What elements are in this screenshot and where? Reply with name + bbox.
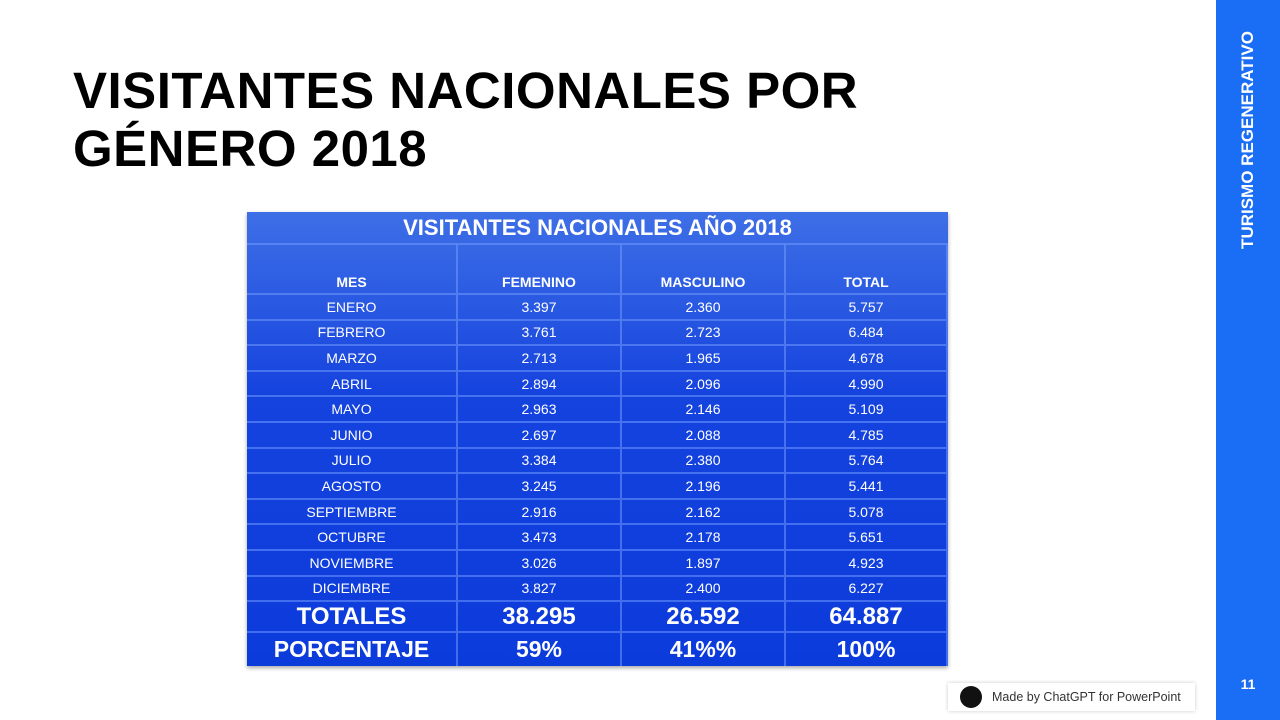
- table-cell: 2.916: [458, 499, 622, 526]
- table-cell: 2.096: [622, 371, 786, 398]
- table-cell: 4.990: [786, 371, 948, 398]
- table-cell: 4.785: [786, 423, 948, 449]
- table-cell: 2.963: [458, 397, 622, 423]
- row-label: FEBRERO: [247, 320, 458, 347]
- table-cell: 4.678: [786, 346, 948, 372]
- sidebar: TURISMO REGENERATIVO 11: [1216, 0, 1280, 720]
- row-label: MAYO: [247, 397, 458, 423]
- row-label: ABRIL: [247, 371, 458, 398]
- row-label: SEPTIEMBRE: [247, 499, 458, 526]
- table-cell: 2.380: [622, 448, 786, 475]
- total-cell: 64.887: [786, 602, 948, 634]
- percentage-cell: 41%%: [622, 633, 786, 666]
- table-cell: 2.360: [622, 295, 786, 321]
- table-cell: 5.078: [786, 499, 948, 526]
- row-label: DICIEMBRE: [247, 576, 458, 603]
- total-cell: 26.592: [622, 602, 786, 634]
- table-cell: 5.651: [786, 525, 948, 551]
- table-title: VISITANTES NACIONALES AÑO 2018: [247, 212, 948, 245]
- badge[interactable]: Made by ChatGPT for PowerPoint: [948, 683, 1195, 711]
- row-label: OCTUBRE: [247, 525, 458, 551]
- total-cell: TOTALES: [247, 602, 458, 634]
- table-cell: 3.026: [458, 551, 622, 577]
- table-cell: 2.723: [622, 320, 786, 347]
- table-cell: 2.713: [458, 346, 622, 372]
- table-cell: 1.897: [622, 551, 786, 577]
- badge-text: Made by ChatGPT for PowerPoint: [992, 690, 1181, 704]
- row-label: MARZO: [247, 346, 458, 372]
- table-cell: 3.384: [458, 448, 622, 475]
- data-table: VISITANTES NACIONALES AÑO 2018 MES FEMENIN…: [247, 212, 948, 666]
- row-label: JULIO: [247, 448, 458, 475]
- table-cell: 2.894: [458, 371, 622, 398]
- table-cell: 2.088: [622, 423, 786, 449]
- row-label: JUNIO: [247, 423, 458, 449]
- title-line: VISITANTES NACIONALES POR: [73, 62, 859, 119]
- table-cell: 2.162: [622, 499, 786, 526]
- table-cell: 2.146: [622, 397, 786, 423]
- percentage-cell: PORCENTAJE: [247, 633, 458, 666]
- badge-logo: [960, 686, 982, 708]
- table-cell: 3.245: [458, 474, 622, 500]
- table-cell: 1.965: [622, 346, 786, 372]
- table-cell: 5.441: [786, 474, 948, 500]
- table-cell: 2.178: [622, 525, 786, 551]
- row-label: AGOSTO: [247, 474, 458, 500]
- table-cell: 3.397: [458, 295, 622, 321]
- sidebar-label: TURISMO REGENERATIVO: [1238, 31, 1257, 249]
- page-number: 11: [1240, 676, 1256, 692]
- column-header: FEMENINO: [458, 245, 622, 295]
- slide-title: VISITANTES NACIONALES POR GÉNERO 2018: [73, 62, 858, 178]
- table-cell: 2.196: [622, 474, 786, 500]
- table-cell: 2.697: [458, 423, 622, 449]
- table-cell: 6.227: [786, 576, 948, 603]
- table-cell: 5.757: [786, 295, 948, 321]
- table-cell: 2.400: [622, 576, 786, 603]
- percentage-cell: 59%: [458, 633, 622, 666]
- row-label: ENERO: [247, 295, 458, 321]
- column-header: TOTAL: [786, 245, 948, 295]
- total-cell: 38.295: [458, 602, 622, 634]
- row-label: NOVIEMBRE: [247, 551, 458, 577]
- table-cell: 3.473: [458, 525, 622, 551]
- table-cell: 5.109: [786, 397, 948, 423]
- table-cell: 5.764: [786, 448, 948, 475]
- title-line: GÉNERO 2018: [73, 120, 428, 177]
- percentage-cell: 100%: [786, 633, 948, 666]
- table-cell: 4.923: [786, 551, 948, 577]
- table-cell: 3.761: [458, 320, 622, 347]
- column-header: MASCULINO: [622, 245, 786, 295]
- table-cell: 3.827: [458, 576, 622, 603]
- column-header: MES: [247, 245, 458, 295]
- table-cell: 6.484: [786, 320, 948, 347]
